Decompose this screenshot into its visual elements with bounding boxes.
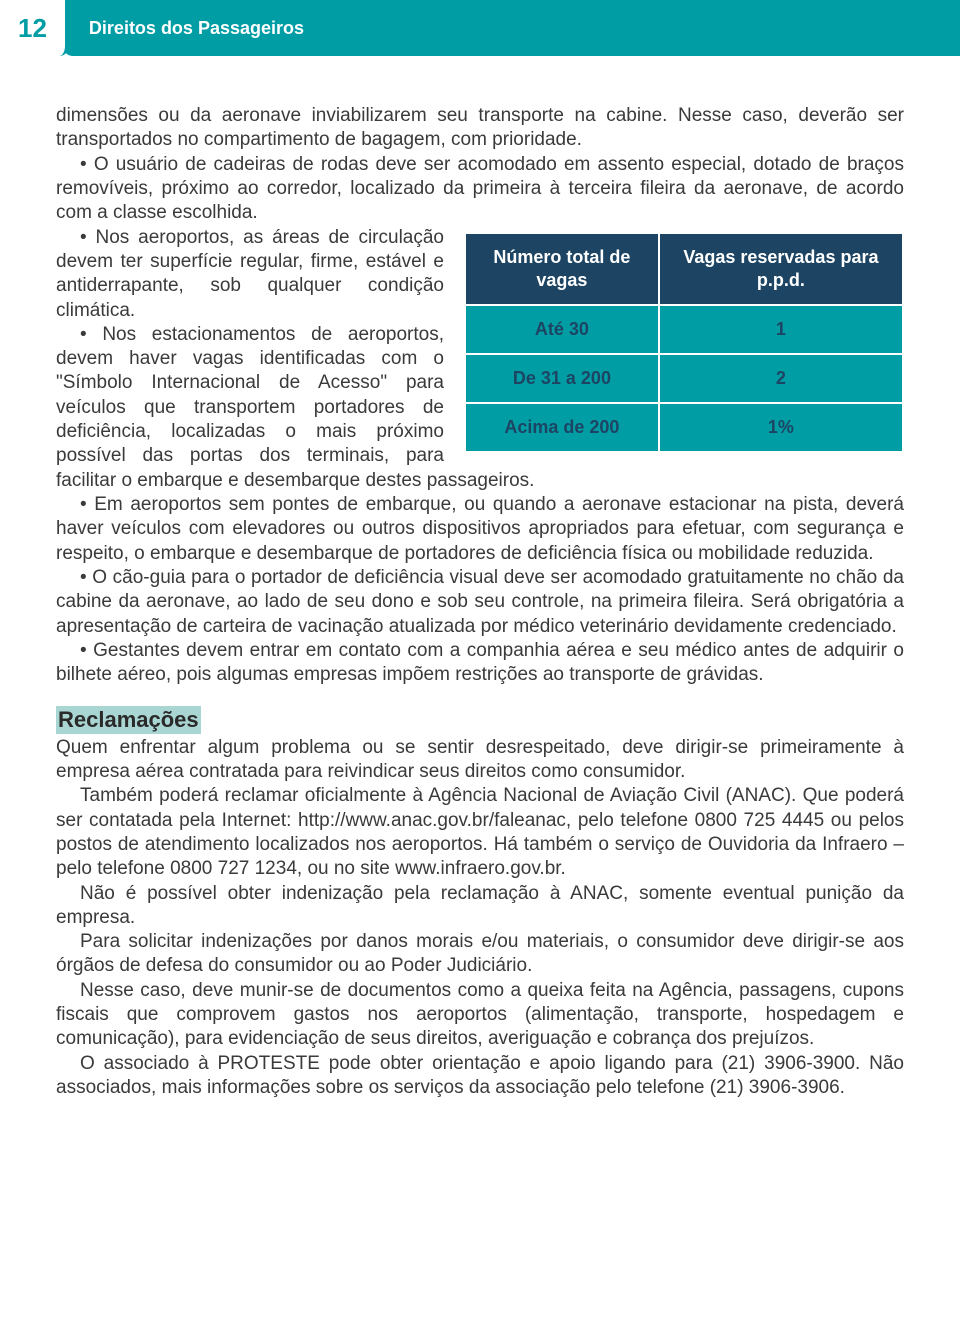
table-row: Até 30 1 xyxy=(465,305,903,354)
table-header-col-2: Vagas reservadas para p.p.d. xyxy=(659,233,903,305)
parking-spaces-table: Número total de vagas Vagas reservadas p… xyxy=(464,232,904,453)
table-cell: 1 xyxy=(659,305,903,354)
body-paragraph-1: dimensões ou da aeronave inviabilizarem … xyxy=(56,104,904,153)
section2-paragraph-6: O associado à PROTESTE pode obter orient… xyxy=(56,1052,904,1101)
table-cell: 2 xyxy=(659,354,903,403)
page-content: dimensões ou da aeronave inviabilizarem … xyxy=(0,56,960,1130)
page-header: 12 Direitos dos Passageiros xyxy=(0,0,960,56)
section2-paragraph-3: Não é possível obter indenização pela re… xyxy=(56,882,904,931)
body-paragraph-5: • Em aeroportos sem pontes de embarque, … xyxy=(56,493,904,566)
section2-paragraph-1: Quem enfrentar algum problema ou se sent… xyxy=(56,736,904,785)
table-cell: De 31 a 200 xyxy=(465,354,659,403)
table-cell: Acima de 200 xyxy=(465,403,659,452)
table-row: De 31 a 200 2 xyxy=(465,354,903,403)
body-paragraph-2: • O usuário de cadeiras de rodas deve se… xyxy=(56,153,904,226)
section2-paragraph-2: Também poderá reclamar oficialmente à Ag… xyxy=(56,784,904,881)
text-with-table-wrap: Número total de vagas Vagas reservadas p… xyxy=(56,226,904,493)
header-title: Direitos dos Passageiros xyxy=(63,0,960,56)
table-row: Acima de 200 1% xyxy=(465,403,903,452)
body-paragraph-7: • Gestantes devem entrar em contato com … xyxy=(56,639,904,688)
table-cell: Até 30 xyxy=(465,305,659,354)
section2-paragraph-5: Nesse caso, deve munir-se de documentos … xyxy=(56,979,904,1052)
body-paragraph-6: • O cão-guia para o portador de deficiên… xyxy=(56,566,904,639)
page-number: 12 xyxy=(0,0,69,56)
table-cell: 1% xyxy=(659,403,903,452)
table-header-col-1: Número total de vagas xyxy=(465,233,659,305)
section2-paragraph-4: Para solicitar indenizações por danos mo… xyxy=(56,930,904,979)
section-heading-reclamacoes: Reclamações xyxy=(56,706,201,734)
